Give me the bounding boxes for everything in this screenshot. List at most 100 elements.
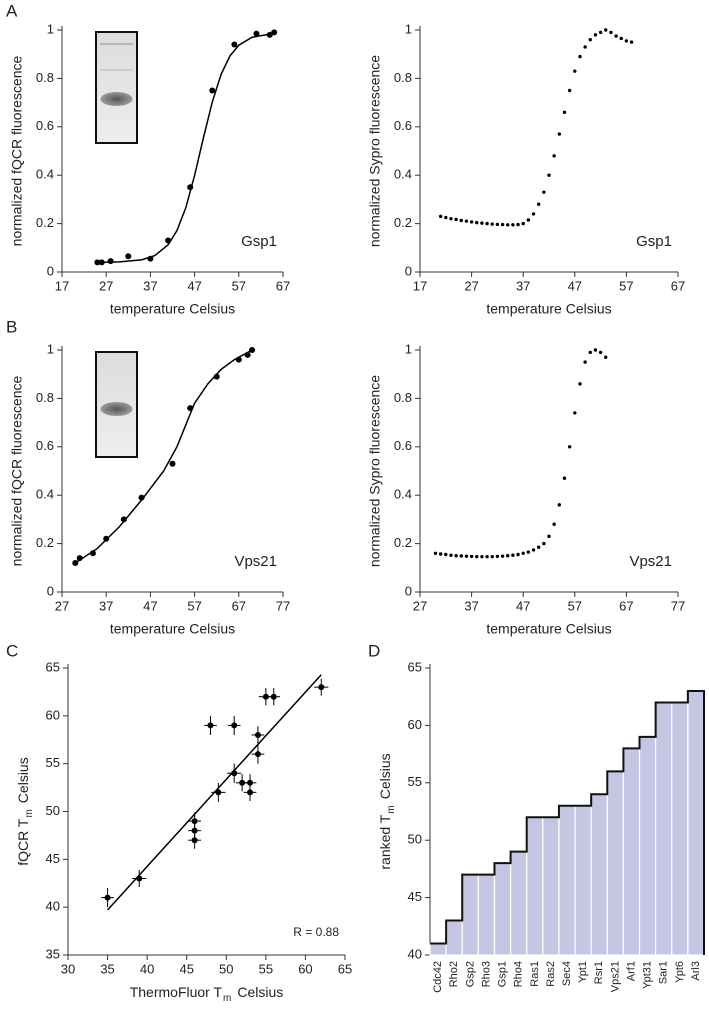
x-tick-label: 57 bbox=[187, 598, 201, 613]
data-point bbox=[521, 551, 525, 555]
data-point bbox=[547, 173, 551, 177]
data-point bbox=[516, 222, 520, 227]
y-tick-label: 45 bbox=[46, 851, 60, 866]
bar bbox=[542, 816, 560, 956]
data-point bbox=[459, 218, 463, 223]
y-tick-label: 0.8 bbox=[394, 390, 412, 405]
data-point bbox=[239, 779, 246, 786]
data-point bbox=[516, 552, 520, 557]
x-tick-label: 47 bbox=[516, 598, 530, 613]
data-point bbox=[107, 258, 114, 265]
data-point bbox=[542, 190, 546, 194]
x-tick-label: 47 bbox=[187, 278, 201, 293]
data-point bbox=[454, 554, 458, 558]
fit-line bbox=[74, 349, 253, 564]
data-point bbox=[624, 39, 629, 43]
x-axis-label-part: ThermoFluor T bbox=[130, 984, 223, 1000]
x-tick-label: 17 bbox=[413, 278, 427, 293]
x-tick-label: 67 bbox=[276, 278, 290, 293]
fit-line bbox=[97, 32, 275, 264]
data-point bbox=[270, 693, 277, 700]
data-point bbox=[547, 534, 551, 539]
x-tick-label: 55 bbox=[259, 961, 273, 976]
data-point bbox=[593, 33, 598, 37]
x-tick-label: 50 bbox=[219, 961, 233, 976]
y-tick-label: 65 bbox=[46, 659, 60, 674]
x-tick-label: 17 bbox=[55, 278, 69, 293]
x-tick-label: Rho4 bbox=[513, 961, 525, 987]
bar bbox=[493, 862, 512, 956]
x-tick-label: 40 bbox=[140, 961, 154, 976]
y-tick-label: 45 bbox=[408, 889, 422, 904]
y-tick-label: 0.2 bbox=[36, 215, 54, 230]
y-tick-label: 0 bbox=[405, 263, 412, 278]
data-point bbox=[254, 751, 261, 758]
x-tick-label: Sar1 bbox=[658, 961, 670, 984]
data-point bbox=[469, 554, 474, 559]
y-tick-label: 55 bbox=[46, 755, 60, 770]
bar bbox=[526, 816, 544, 956]
x-tick-label: Gsp1 bbox=[497, 961, 509, 987]
y-tick-label: 1 bbox=[405, 341, 412, 356]
fit-line bbox=[107, 674, 322, 911]
data-point bbox=[598, 30, 603, 35]
x-tick-label: 37 bbox=[143, 278, 157, 293]
data-point bbox=[480, 221, 484, 225]
data-point bbox=[552, 154, 556, 158]
data-point bbox=[469, 220, 474, 224]
panel-label: B bbox=[6, 317, 17, 336]
y-tick-label: 0.6 bbox=[394, 118, 412, 133]
data-point bbox=[207, 722, 214, 729]
data-point bbox=[495, 222, 500, 227]
x-tick-label: 77 bbox=[671, 598, 685, 613]
x-tick-label: 27 bbox=[464, 278, 478, 293]
data-point bbox=[104, 894, 111, 901]
x-tick-label: 30 bbox=[61, 961, 75, 976]
bar bbox=[509, 851, 528, 956]
x-tick-label: 47 bbox=[143, 598, 157, 613]
data-point bbox=[629, 40, 634, 44]
data-point bbox=[511, 223, 515, 227]
x-tick-label: 37 bbox=[464, 598, 478, 613]
y-tick-label: 50 bbox=[408, 832, 422, 847]
data-point bbox=[604, 355, 608, 359]
data-point bbox=[191, 818, 198, 825]
y-axis-label: fQCR Tm Celsius bbox=[15, 757, 35, 865]
x-tick-label: Rho3 bbox=[480, 961, 492, 987]
data-point bbox=[531, 212, 536, 216]
y-tick-label: 0.2 bbox=[394, 535, 412, 550]
y-tick-label: 0.6 bbox=[394, 438, 412, 453]
annotation: Vps21 bbox=[629, 553, 672, 570]
data-point bbox=[588, 350, 592, 355]
data-point bbox=[209, 87, 216, 94]
data-point bbox=[578, 54, 582, 59]
data-point bbox=[567, 88, 572, 93]
y-tick-label: 0.4 bbox=[36, 167, 54, 182]
y-axis-label-part: Celsius bbox=[15, 757, 31, 803]
x-tick-label: 37 bbox=[516, 278, 530, 293]
y-tick-label: 1 bbox=[47, 341, 54, 356]
data-point bbox=[449, 553, 453, 557]
y-tick-label: 1 bbox=[405, 21, 412, 36]
y-tick-label: 0.2 bbox=[394, 215, 412, 230]
data-point bbox=[475, 554, 479, 559]
data-point bbox=[619, 36, 623, 41]
data-point bbox=[247, 789, 254, 796]
data-point bbox=[609, 30, 613, 35]
bar bbox=[558, 805, 576, 956]
panel-label: A bbox=[6, 1, 18, 20]
y-tick-label: 0.6 bbox=[36, 438, 54, 453]
data-point bbox=[318, 684, 325, 691]
data-point bbox=[231, 722, 238, 729]
y-tick-label: 0.6 bbox=[36, 118, 54, 133]
x-tick-label: 37 bbox=[99, 598, 113, 613]
x-tick-label: Cdc42 bbox=[432, 961, 444, 993]
y-tick-label: 0.8 bbox=[36, 70, 54, 85]
y-axis-label-part: Celsius bbox=[377, 753, 393, 799]
data-point bbox=[562, 476, 567, 480]
y-tick-label: 35 bbox=[46, 946, 60, 961]
x-tick-label: 35 bbox=[100, 961, 114, 976]
data-point bbox=[578, 382, 582, 386]
x-tick-label: 67 bbox=[232, 598, 246, 613]
